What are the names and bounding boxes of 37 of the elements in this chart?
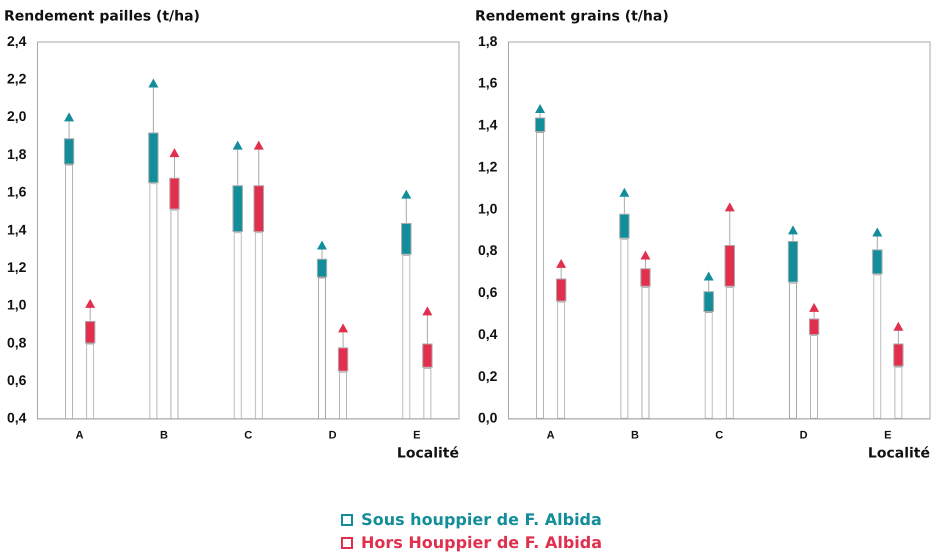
y-tick-label: 0,8 [6, 334, 27, 350]
y-tick-label: 1,6 [6, 184, 27, 200]
x-axis-title: Localité [396, 445, 459, 462]
y-tick-label: 2,0 [6, 108, 27, 124]
y-tick-label: 0,8 [478, 242, 498, 258]
y-tick-label: 0,0 [478, 410, 498, 426]
x-axis-title: Localité [868, 445, 930, 462]
y-tick-label: 1,2 [6, 258, 27, 275]
y-tick-label: 1,4 [478, 116, 498, 133]
y-axis-title: Rendement grains (t/ha) [475, 8, 669, 25]
legend-label: Sous houppier de F. Albida [361, 510, 602, 529]
y-tick-label: 0,4 [478, 326, 498, 342]
y-tick-label: 0,4 [6, 410, 27, 426]
x-tick-label: E [884, 429, 892, 442]
y-tick-label: 0,2 [478, 368, 498, 384]
x-tick-label: A [546, 429, 555, 442]
y-tick-label: 0,6 [6, 372, 27, 388]
x-tick-label: B [160, 429, 168, 442]
x-tick-label: A [76, 429, 84, 442]
x-tick-label: C [715, 429, 724, 442]
y-tick-label: 1,0 [6, 296, 27, 313]
x-tick-label: D [800, 429, 808, 442]
y-tick-label: 1,2 [478, 158, 498, 174]
y-tick-label: 1,8 [478, 32, 498, 49]
x-tick-label: B [630, 429, 639, 442]
legend-label: Hors Houppier de F. Albida [361, 533, 602, 552]
x-tick-label: C [244, 429, 252, 442]
x-tick-label: D [328, 429, 337, 442]
x-tick-label: E [413, 429, 421, 442]
y-tick-label: 2,4 [6, 32, 27, 49]
y-axis-title: Rendement pailles (t/ha) [4, 8, 200, 25]
y-tick-label: 1,0 [478, 200, 498, 216]
y-tick-label: 2,2 [6, 70, 27, 87]
y-tick-label: 0,6 [478, 284, 498, 300]
y-tick-label: 1,6 [478, 74, 498, 91]
y-tick-label: 1,4 [6, 221, 27, 238]
y-tick-label: 1,8 [6, 146, 27, 162]
